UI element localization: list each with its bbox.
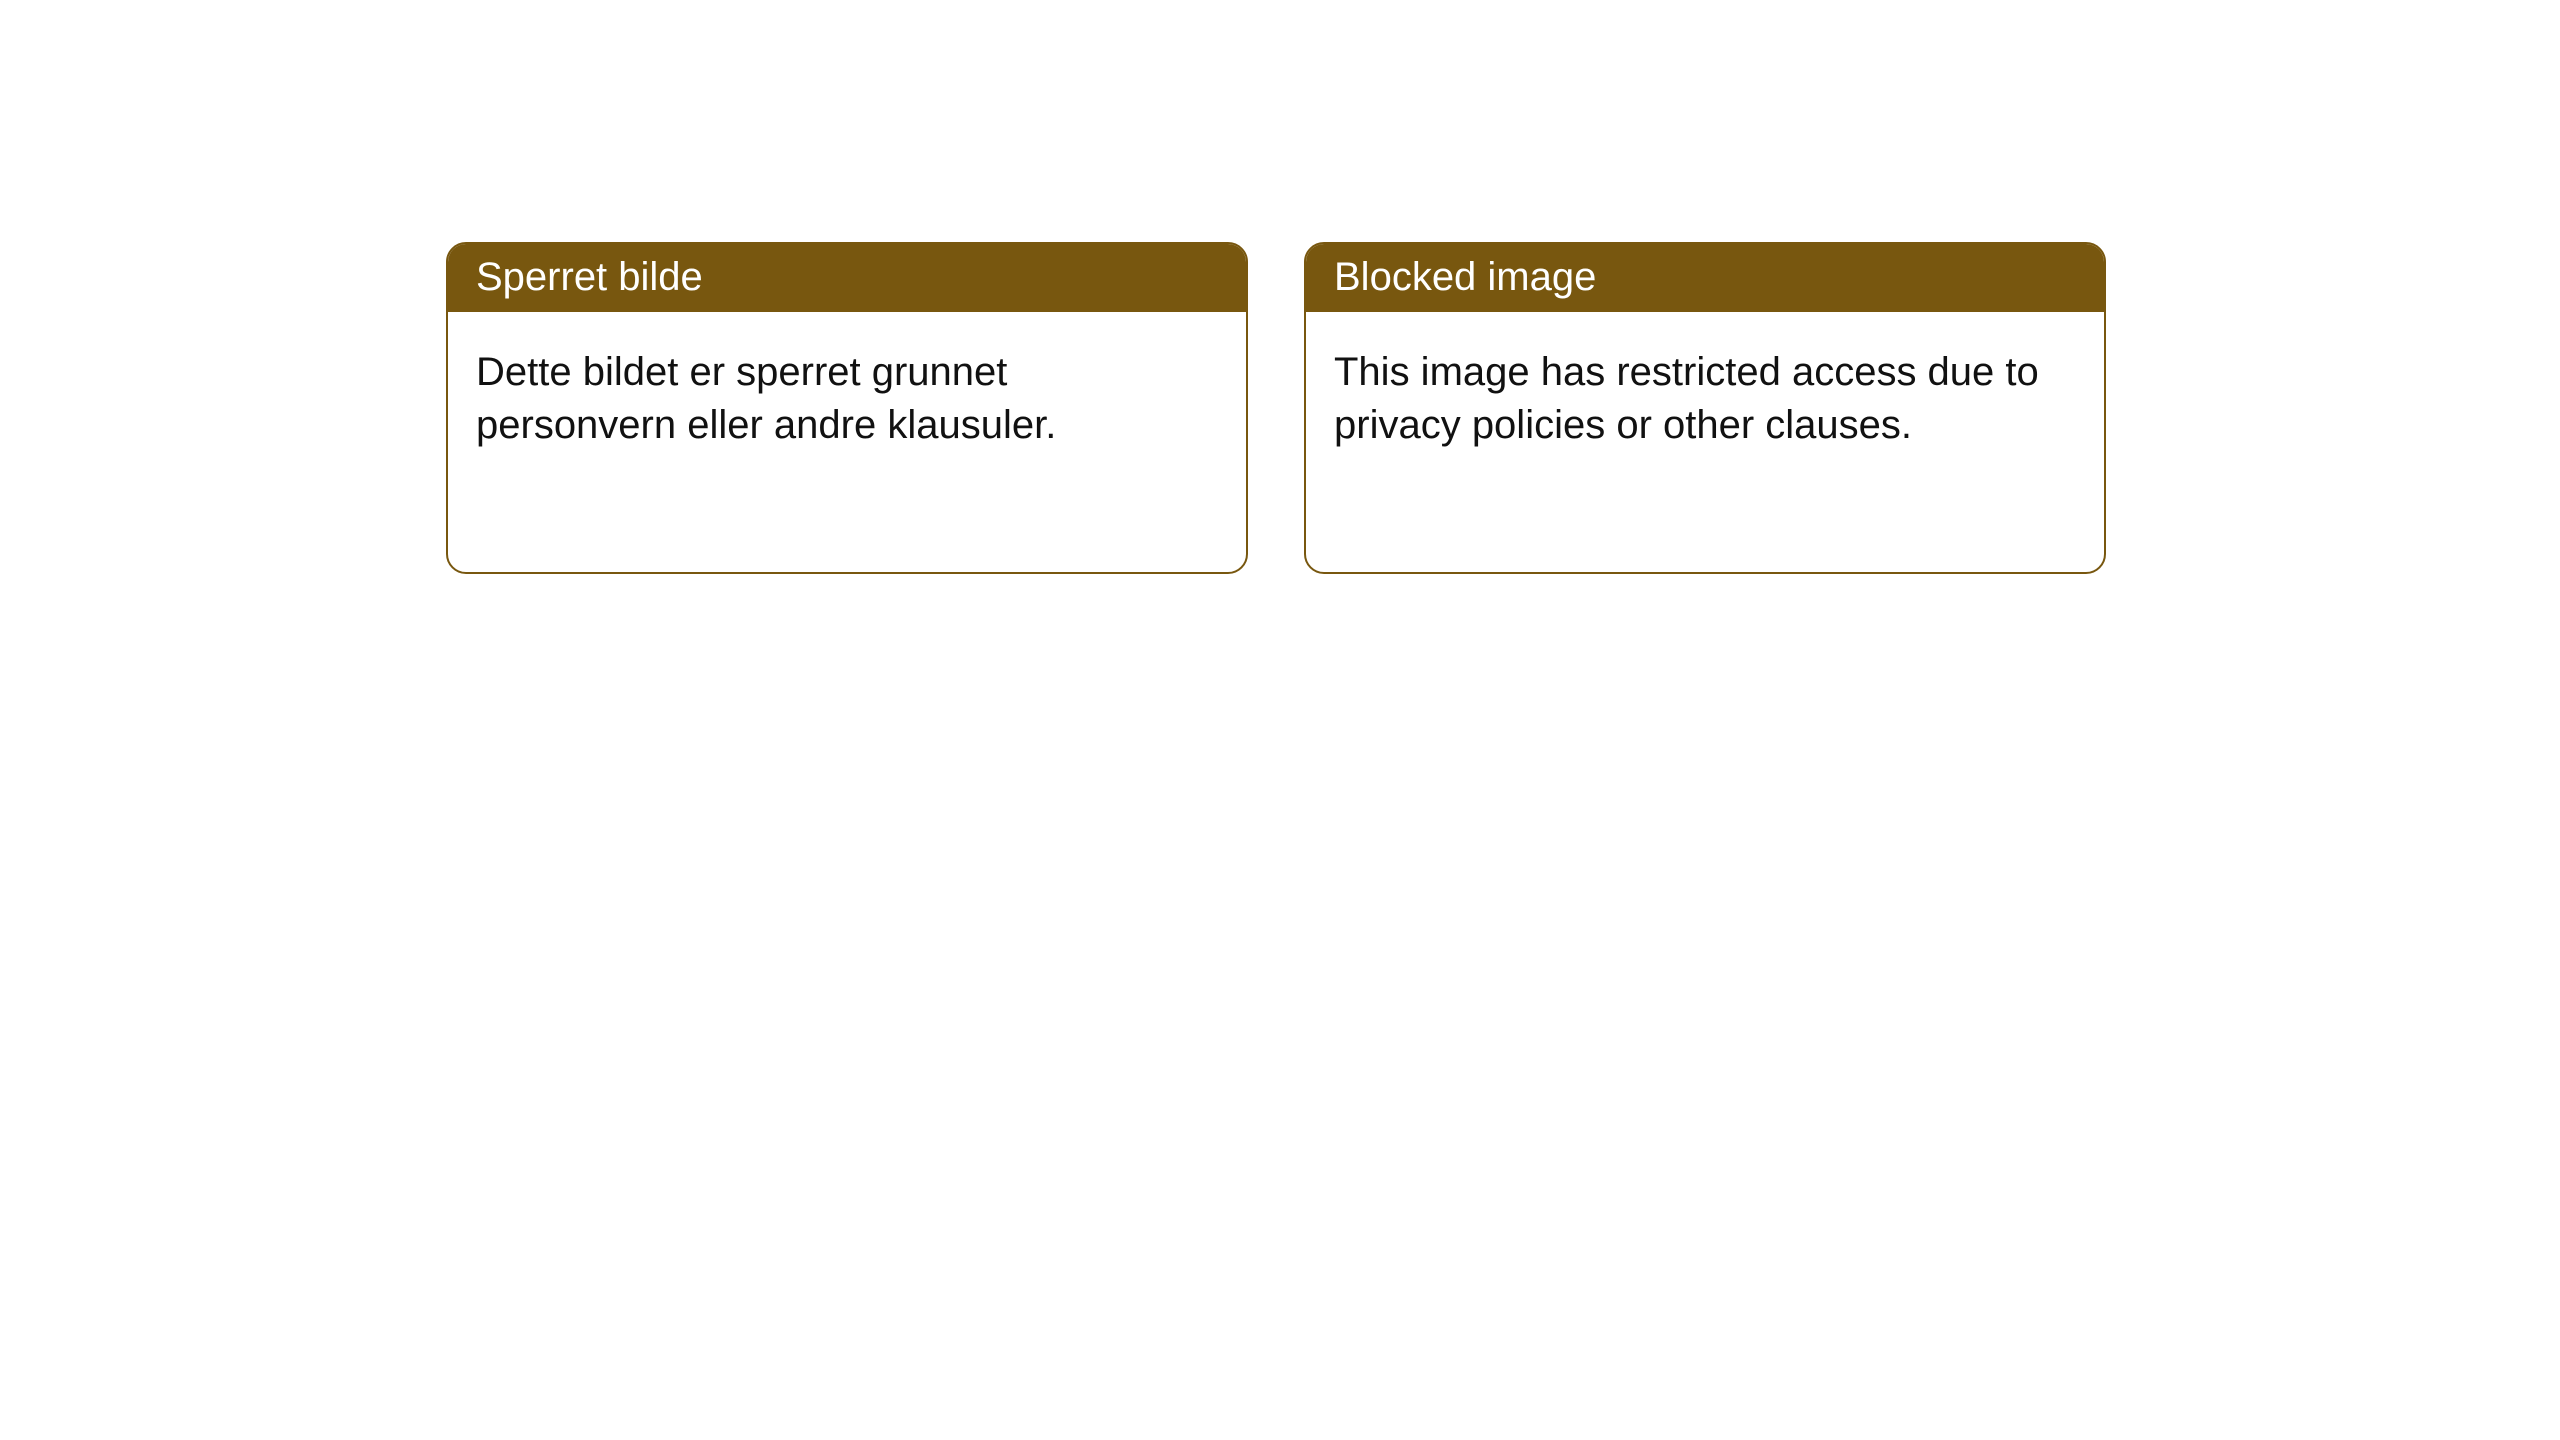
notice-text-no: Dette bildet er sperret grunnet personve… (476, 350, 1056, 447)
notice-header-en: Blocked image (1306, 244, 2104, 312)
notice-card-en: Blocked image This image has restricted … (1304, 242, 2106, 574)
notice-body-no: Dette bildet er sperret grunnet personve… (448, 312, 1246, 490)
notice-container: Sperret bilde Dette bildet er sperret gr… (0, 0, 2560, 574)
notice-title-no: Sperret bilde (476, 255, 703, 299)
notice-body-en: This image has restricted access due to … (1306, 312, 2104, 490)
notice-header-no: Sperret bilde (448, 244, 1246, 312)
notice-text-en: This image has restricted access due to … (1334, 350, 2039, 447)
notice-title-en: Blocked image (1334, 255, 1596, 299)
notice-card-no: Sperret bilde Dette bildet er sperret gr… (446, 242, 1248, 574)
